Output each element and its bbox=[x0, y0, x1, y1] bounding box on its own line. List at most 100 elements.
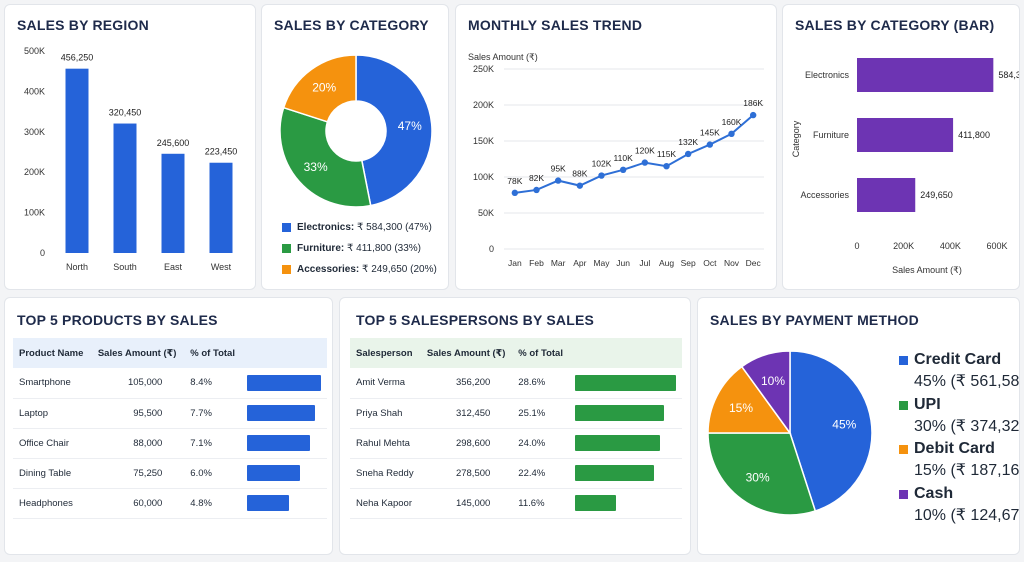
data-point bbox=[641, 159, 649, 166]
column-header-product-name: Product Name bbox=[19, 347, 84, 359]
legend-swatch bbox=[282, 244, 291, 253]
percent-cell: 25.1% bbox=[512, 398, 569, 429]
salesperson-name-cell: Neha Kapoor bbox=[350, 488, 421, 519]
data-point-label: 102K bbox=[592, 159, 612, 169]
y-tick-label: 0 bbox=[40, 248, 45, 258]
x-tick-label: Jan bbox=[508, 258, 522, 268]
y-tick-label: 100K bbox=[473, 172, 494, 182]
y-tick-label: 250K bbox=[473, 64, 494, 74]
y-tick-label: 100K bbox=[24, 208, 45, 218]
pie-slice bbox=[355, 54, 433, 207]
pie-slice bbox=[740, 350, 791, 436]
salesperson-name-cell: Sneha Reddy bbox=[350, 458, 421, 489]
card-title: TOP 5 PRODUCTS BY SALES bbox=[17, 312, 218, 328]
legend-label: Credit Card bbox=[914, 351, 1002, 368]
percent-bar bbox=[247, 405, 315, 421]
x-tick-label: Aug bbox=[659, 258, 674, 268]
bar-cell bbox=[569, 488, 682, 519]
slice-percent-label: 15% bbox=[729, 401, 753, 415]
series-line bbox=[514, 114, 754, 194]
column-header-bar bbox=[241, 338, 327, 368]
data-point-label: 132K bbox=[678, 137, 698, 147]
percent-bar bbox=[247, 465, 300, 481]
bar-value-label: 584,300 bbox=[998, 70, 1020, 80]
pie-slice bbox=[279, 106, 372, 208]
card-title: SALES BY CATEGORY (BAR) bbox=[795, 17, 995, 33]
legend-value: ₹ 411,800 (33%) bbox=[347, 243, 421, 254]
percent-bar bbox=[575, 435, 660, 451]
percent-cell: 4.8% bbox=[184, 488, 241, 519]
sales-by-category-bar-card: SALES BY CATEGORY (BAR) 584,300 Electroni… bbox=[782, 4, 1020, 290]
y-tick-label: Furniture bbox=[813, 130, 849, 140]
sales-amount-cell: 312,450 bbox=[420, 398, 513, 429]
x-tick-label: Sep bbox=[681, 258, 696, 268]
data-point-label: 186K bbox=[743, 98, 763, 108]
table-row: Smartphone 105,000 8.4% bbox=[13, 368, 327, 399]
bar-cell bbox=[569, 428, 682, 459]
y-tick-label: 400K bbox=[24, 86, 45, 96]
percent-bar bbox=[575, 374, 676, 391]
sales-amount-cell: 60,000 bbox=[91, 488, 185, 519]
data-point-label: 78K bbox=[507, 176, 522, 186]
table-row: Headphones 60,000 4.8% bbox=[13, 488, 327, 519]
card-title: SALES BY REGION bbox=[17, 17, 149, 33]
pie-slice bbox=[282, 54, 357, 123]
x-tick-label: 400K bbox=[940, 241, 961, 251]
x-tick-label: North bbox=[66, 262, 88, 272]
x-tick-label: 0 bbox=[854, 241, 859, 251]
salesperson-name-cell: Priya Shah bbox=[350, 398, 421, 429]
bar-cell bbox=[569, 458, 682, 489]
bar-cell bbox=[569, 368, 682, 399]
legend-label: Furniture: bbox=[297, 243, 345, 254]
legend-swatch bbox=[899, 444, 908, 454]
bar-value-label: 411,800 bbox=[958, 130, 990, 140]
percent-cell: 22.4% bbox=[512, 458, 569, 489]
sales-amount-cell: 278,500 bbox=[420, 458, 513, 489]
y-tick-label: 50K bbox=[478, 208, 494, 218]
card-title: TOP 5 SALESPERSONS BY SALES bbox=[356, 312, 595, 328]
data-point bbox=[576, 182, 584, 189]
bar-value-label: 245,600 bbox=[157, 138, 190, 148]
table-row: Dining Table 75,250 6.0% bbox=[13, 458, 327, 489]
data-point-label: 88K bbox=[572, 169, 587, 179]
data-point-label: 120K bbox=[635, 146, 655, 156]
x-tick-label: May bbox=[593, 258, 610, 268]
column-header-sales-amount: Sales Amount (₹) bbox=[97, 347, 177, 359]
legend-item: Furniture: ₹ 411,800 (33%) bbox=[282, 238, 437, 259]
column-header-percent: % of Total bbox=[518, 347, 563, 359]
x-tick-label: Apr bbox=[573, 258, 586, 268]
category-horizontal-bar-chart: 584,300 Electronics 411,800 Furniture 249,65… bbox=[791, 58, 1020, 275]
payment-legend-item: Debit Card 15% (₹ 187,163) bbox=[899, 440, 1019, 480]
bar bbox=[209, 162, 233, 253]
region-bar-chart: 0 100K 200K 300K 400K 500K 456,250 North 320,450… bbox=[24, 46, 237, 272]
top-salespersons-card: TOP 5 SALESPERSONS BY SALES Salesperson … bbox=[339, 297, 691, 555]
data-point bbox=[706, 141, 714, 148]
column-header-percent: % of Total bbox=[190, 347, 235, 359]
percent-cell: 8.4% bbox=[184, 368, 241, 399]
table-row: Neha Kapoor 145,000 11.6% bbox=[350, 488, 682, 519]
sales-amount-cell: 105,000 bbox=[91, 368, 185, 399]
legend-item: Accessories: ₹ 249,650 (20%) bbox=[282, 259, 437, 280]
table-row: Amit Verma 356,200 28.6% bbox=[350, 368, 682, 399]
table-row: Sneha Reddy 278,500 22.4% bbox=[350, 458, 682, 489]
x-tick-label: Jun bbox=[616, 258, 630, 268]
data-point-label: 95K bbox=[551, 164, 566, 174]
percent-cell: 7.1% bbox=[184, 428, 241, 459]
y-tick-label: Accessories bbox=[800, 190, 849, 200]
bar-cell bbox=[241, 368, 327, 399]
y-tick-label: 200K bbox=[473, 100, 494, 110]
product-name-cell: Office Chair bbox=[13, 428, 92, 459]
data-point-label: 160K bbox=[722, 117, 742, 127]
bar bbox=[161, 153, 185, 253]
table-row: Laptop 95,500 7.7% bbox=[13, 398, 327, 429]
bar-value-label: 320,450 bbox=[109, 108, 142, 118]
data-point bbox=[554, 177, 562, 184]
y-tick-label: 500K bbox=[24, 46, 45, 56]
percent-cell: 24.0% bbox=[512, 428, 569, 459]
bar bbox=[857, 118, 954, 152]
table-header-row: Product Name Sales Amount (₹) % of Total bbox=[13, 338, 327, 368]
category-legend: Electronics: ₹ 584,300 (47%) Furniture: … bbox=[282, 217, 437, 280]
data-point-label: 145K bbox=[700, 128, 720, 138]
payment-pie-chart: 45% 30% 15% 10% bbox=[707, 350, 873, 516]
legend-value: 10% (₹ 124,675) bbox=[914, 507, 1020, 524]
